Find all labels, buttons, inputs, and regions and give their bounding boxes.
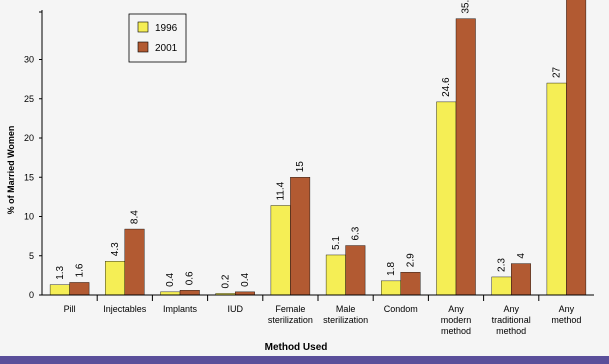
- data-label: 0.6: [185, 271, 196, 285]
- legend-swatch: [137, 41, 149, 53]
- x-tick-label: Any: [559, 304, 575, 314]
- y-axis-title: % of Married Women: [6, 126, 16, 215]
- bar-1996: [546, 82, 567, 296]
- x-tick-label: Injectables: [103, 304, 147, 314]
- data-label: 2.9: [406, 253, 417, 267]
- x-tick-label: Condom: [384, 304, 418, 314]
- data-label: 1.8: [386, 262, 397, 276]
- data-label: 11.4: [276, 181, 287, 200]
- bar-2001: [455, 18, 476, 296]
- bar-1996: [436, 101, 457, 296]
- data-label: 5.1: [331, 236, 342, 250]
- bar-2001: [511, 263, 531, 296]
- data-label: 35.2: [461, 0, 472, 14]
- data-label: 6.3: [350, 226, 361, 240]
- x-tick-label: Implants: [163, 304, 198, 314]
- bar-2001: [345, 245, 366, 296]
- x-tick-label: Any: [448, 304, 464, 314]
- x-tick-label: sterilization: [268, 315, 313, 325]
- bar-2001: [124, 228, 145, 296]
- bar-1996: [381, 280, 401, 296]
- legend-swatch: [137, 21, 149, 33]
- y-tick-label: 0: [29, 290, 34, 300]
- x-tick-label: Male: [336, 304, 356, 314]
- bottom-rule: [0, 356, 609, 364]
- data-label: 0.4: [165, 273, 176, 287]
- x-tick-label: sterilization: [323, 315, 368, 325]
- y-tick-label: 20: [24, 133, 34, 143]
- bars: [49, 0, 587, 296]
- legend: 1996 2001: [128, 13, 187, 63]
- bar-1996: [49, 284, 70, 296]
- data-labels: 1.3 4.3 0.4 0.2 11.4 5.1 1.8 24.6 2.3 27 1.6 8.4 0.6…: [55, 0, 563, 288]
- y-tick-label: 5: [29, 251, 34, 261]
- y-tick-label: 15: [24, 172, 34, 182]
- bar-1996: [105, 261, 126, 296]
- bar-1996: [325, 254, 346, 296]
- data-label: 4: [516, 253, 527, 259]
- x-tick-label: IUD: [227, 304, 243, 314]
- data-label: 2.3: [496, 258, 507, 272]
- bar-1996: [270, 205, 291, 296]
- bar-2001: [566, 0, 587, 296]
- x-tick-label: method: [551, 315, 581, 325]
- y-tick-label: 30: [24, 55, 34, 65]
- x-tick-label: method: [441, 326, 471, 336]
- data-label: 0.2: [220, 274, 231, 288]
- bar-2001: [69, 282, 90, 296]
- data-label: 1.6: [74, 263, 85, 277]
- x-tick-label: Any: [503, 304, 519, 314]
- bar-2001: [290, 177, 311, 296]
- x-axis-title: Method Used: [265, 342, 328, 353]
- y-tick-label: 10: [24, 212, 34, 222]
- x-tick-label: traditional: [492, 315, 531, 325]
- x-tick-label: Pill: [64, 304, 76, 314]
- data-label: 24.6: [441, 77, 452, 97]
- bar-2001: [400, 272, 421, 296]
- legend-label: 2001: [155, 43, 178, 54]
- data-label: 8.4: [130, 210, 141, 224]
- legend-box: [128, 13, 187, 63]
- axes: 0 5 10 15 20 25 30 Pill Injectables Implants IUD Fe…: [24, 10, 594, 336]
- x-tick-label: method: [496, 326, 526, 336]
- data-label: 15: [295, 161, 306, 173]
- x-tick-label: modern: [441, 315, 472, 325]
- bar-1996: [491, 276, 512, 296]
- data-label: 0.4: [240, 273, 251, 287]
- data-label: 27: [552, 66, 563, 78]
- y-tick-label: 25: [24, 94, 34, 104]
- x-tick-label: Female: [275, 304, 305, 314]
- legend-label: 1996: [155, 23, 178, 34]
- data-label: 1.3: [55, 265, 66, 279]
- data-label: 4.3: [110, 242, 121, 256]
- bar-2001: [179, 290, 200, 296]
